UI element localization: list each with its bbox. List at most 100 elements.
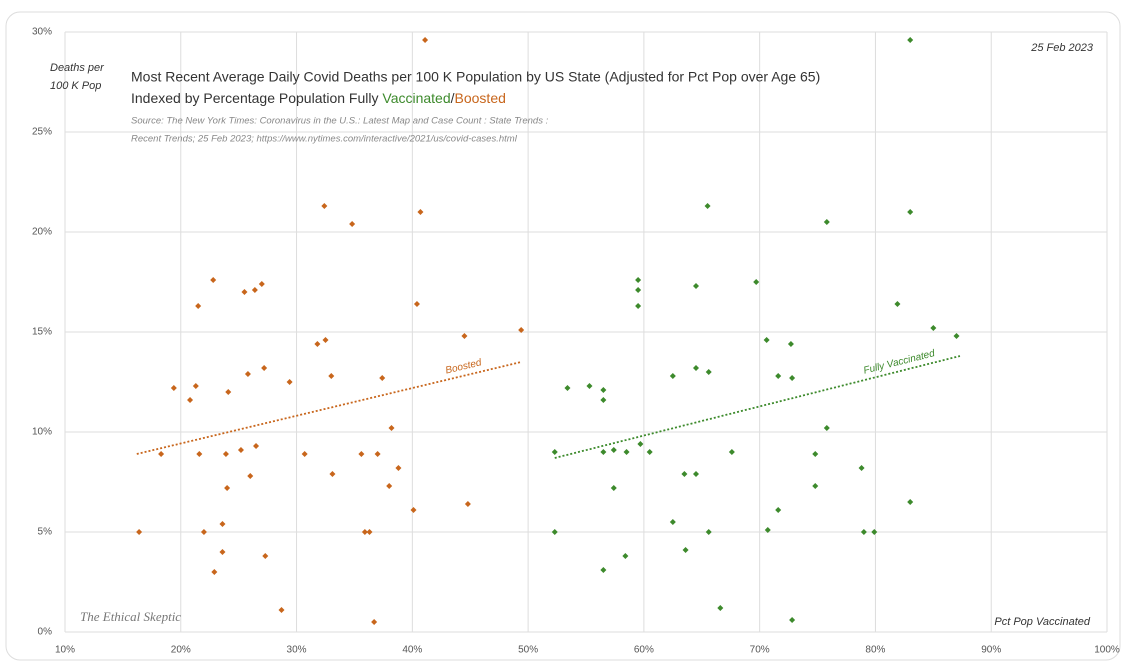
x-tick-label: 30% [287,645,307,656]
point [417,209,424,215]
point [812,451,819,457]
point [692,471,699,477]
point [551,449,558,455]
point [244,371,251,377]
point [278,607,285,613]
point [600,567,607,573]
point [669,373,676,379]
chart-subtitle: Indexed by Percentage Population Fully V… [131,90,506,106]
subtitle-part: / [451,90,455,106]
point [564,385,571,391]
point [682,547,689,553]
point [261,365,268,371]
point [222,451,229,457]
point [669,519,676,525]
point [753,279,760,285]
point [953,333,960,339]
x-tick-label: 50% [518,645,538,656]
source: Source: The New York Times: Coronavirus … [131,116,549,127]
point [422,37,429,43]
point [410,507,417,513]
point [692,283,699,289]
subtitle-part: Boosted [455,90,506,106]
point [386,483,393,489]
x-tick-label: 100% [1094,645,1120,656]
point [258,281,265,287]
x-tick-label: 70% [750,645,770,656]
point [705,529,712,535]
point [413,301,420,307]
y-tick-label: 20% [32,227,52,238]
point [361,529,368,535]
point [789,375,796,381]
point [219,549,226,555]
y-tick-label: 15% [32,327,52,338]
x-tick-label: 10% [55,645,75,656]
point [192,383,199,389]
point [395,465,402,471]
point [551,529,558,535]
point [329,471,336,477]
point [600,449,607,455]
point [262,553,269,559]
point [600,397,607,403]
point [518,327,525,333]
point [692,365,699,371]
point [860,529,867,535]
point [321,203,328,209]
point [388,425,395,431]
point [196,451,203,457]
point [464,501,471,507]
point [764,527,771,533]
point [322,337,329,343]
chart-frame [5,11,1121,661]
subtitle-part: Indexed by Percentage Population Fully [131,90,382,106]
point [251,287,258,293]
x-tick-label: 60% [634,645,654,656]
point [210,277,217,283]
point [646,449,653,455]
x-tick-label: 20% [171,645,191,656]
point [704,203,711,209]
point [907,209,914,215]
y-tick-label: 10% [32,427,52,438]
point [623,449,630,455]
source: Recent Trends; 25 Feb 2023; https://www.… [131,134,518,145]
grid: 0% 5% 10% 15% 20% 25% 30% 10% 20% 30% 40% 50% 60% 70%… [32,27,1120,656]
trendline [136,361,522,455]
point [610,485,617,491]
point [366,529,373,535]
point [158,451,165,457]
point [823,219,830,225]
point [224,485,231,491]
y-axis-label: Deaths per [50,62,105,74]
y-tick-label: 30% [32,27,52,38]
point [170,385,177,391]
point [187,397,194,403]
point [717,605,724,611]
point [358,451,365,457]
point [241,289,248,295]
y-tick-label: 5% [38,527,53,538]
point [610,447,617,453]
point [237,447,244,453]
watermark: The Ethical Skeptic [80,609,181,624]
point [858,465,865,471]
x-tick-label: 90% [981,645,1001,656]
date: 25 Feb 2023 [1030,42,1094,54]
x-tick-label: 80% [865,645,885,656]
point [635,303,642,309]
point [894,301,901,307]
point [787,341,794,347]
point [763,337,770,343]
point [200,529,207,535]
point [823,425,830,431]
point [374,451,381,457]
x-tick-label: 40% [402,645,422,656]
point [622,553,629,559]
point [195,303,202,309]
point [379,375,386,381]
point [211,569,218,575]
point [247,473,254,479]
